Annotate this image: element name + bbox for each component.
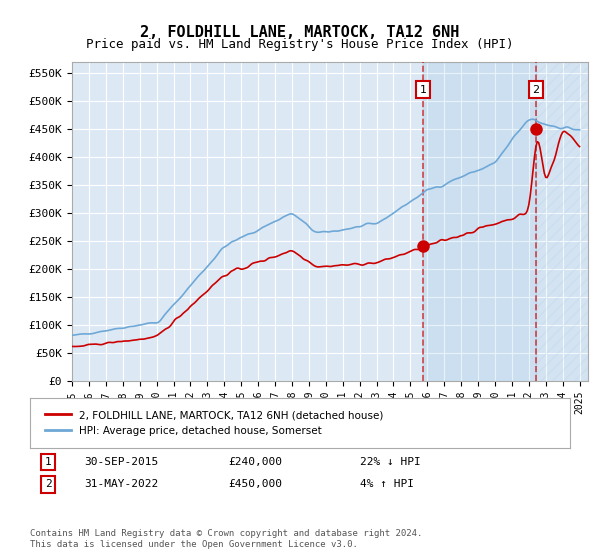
Text: 4% ↑ HPI: 4% ↑ HPI [360, 479, 414, 489]
Text: Contains HM Land Registry data © Crown copyright and database right 2024.
This d: Contains HM Land Registry data © Crown c… [30, 529, 422, 549]
Text: Price paid vs. HM Land Registry's House Price Index (HPI): Price paid vs. HM Land Registry's House … [86, 38, 514, 51]
Text: 31-MAY-2022: 31-MAY-2022 [84, 479, 158, 489]
Bar [423, 62, 536, 381]
Text: 2: 2 [44, 479, 52, 489]
Text: 1: 1 [44, 457, 52, 467]
Text: 2, FOLDHILL LANE, MARTOCK, TA12 6NH: 2, FOLDHILL LANE, MARTOCK, TA12 6NH [140, 25, 460, 40]
Text: 22% ↓ HPI: 22% ↓ HPI [360, 457, 421, 467]
Bar [536, 62, 588, 381]
Text: 2: 2 [532, 85, 539, 95]
Legend: 2, FOLDHILL LANE, MARTOCK, TA12 6NH (detached house), HPI: Average price, detach: 2, FOLDHILL LANE, MARTOCK, TA12 6NH (det… [41, 406, 388, 440]
Text: 1: 1 [419, 85, 427, 95]
Text: £240,000: £240,000 [228, 457, 282, 467]
Text: £450,000: £450,000 [228, 479, 282, 489]
Text: 30-SEP-2015: 30-SEP-2015 [84, 457, 158, 467]
